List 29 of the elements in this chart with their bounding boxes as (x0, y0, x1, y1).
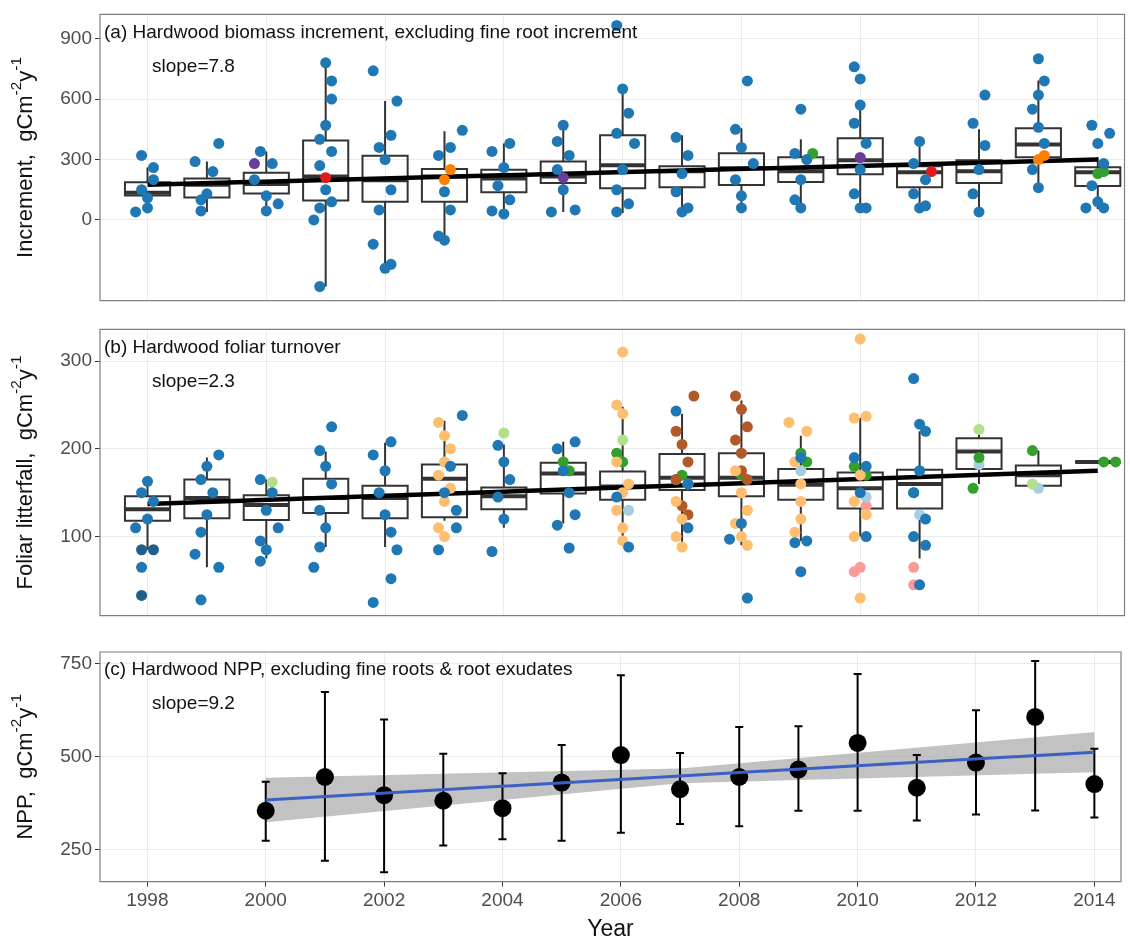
y-tick-label: 500 (60, 744, 92, 766)
y-tick-label: 200 (60, 437, 92, 459)
chart-title: (b) Hardwood foliar turnover (104, 335, 342, 357)
y-tick-label: 600 (60, 87, 92, 109)
y-axis-title: NPP, gCm-2y-1 (7, 694, 38, 840)
y-tick-label: 250 (60, 837, 92, 859)
x-axis-title: Year (587, 914, 635, 941)
chart-title: (c) Hardwood NPP, excluding fine roots & root exudates (104, 658, 573, 680)
x-tick-label: 2012 (954, 889, 998, 911)
x-tick-label: 2010 (836, 889, 879, 911)
chart-title: (a) Hardwood biomass increment, excluding fine root increment (104, 20, 639, 42)
y-tick-label: 300 (60, 349, 92, 371)
x-tick-label: 2008 (718, 889, 761, 911)
y-tick-label: 300 (60, 147, 92, 169)
y-tick-label: 750 (60, 652, 92, 674)
x-tick-label: 2000 (244, 889, 287, 911)
y-tick-label: 100 (60, 524, 92, 546)
y-axis-title: Foliar litterfall, gCm-2y-1 (7, 355, 38, 590)
x-tick-label: 1998 (126, 889, 169, 911)
annotation: slope=2.3 (152, 369, 235, 391)
x-tick-label: 2002 (362, 889, 406, 911)
annotation: slope=9.2 (152, 692, 235, 714)
y-axis-title: Increment, gCm-2y-1 (7, 57, 38, 258)
y-tick-label: 0 (81, 208, 92, 230)
annotation: slope=7.8 (152, 54, 235, 76)
x-tick-label: 2006 (599, 889, 642, 911)
y-tick-label: 900 (60, 26, 92, 48)
x-tick-label: 2004 (481, 889, 525, 911)
x-tick-label: 2014 (1073, 889, 1116, 911)
